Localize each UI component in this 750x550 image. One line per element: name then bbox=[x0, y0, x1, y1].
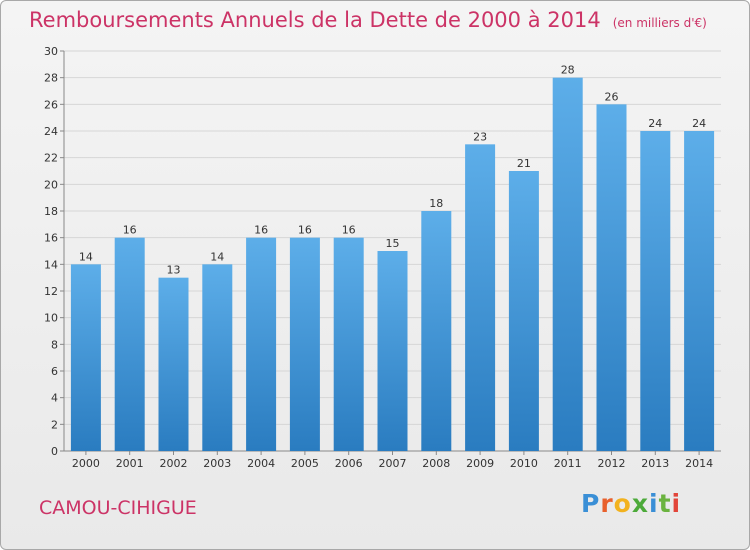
y-tick-label: 8 bbox=[51, 338, 58, 351]
chart-title-text: Remboursements Annuels de la Dette de 20… bbox=[29, 8, 601, 32]
bar-value-label: 28 bbox=[561, 64, 575, 77]
bar bbox=[465, 144, 496, 452]
bar bbox=[640, 131, 671, 451]
y-tick-label: 22 bbox=[44, 152, 58, 165]
logo-letter: t bbox=[658, 489, 672, 518]
bar-value-label: 24 bbox=[692, 117, 706, 130]
x-tick-label: 2009 bbox=[466, 457, 494, 470]
bar-value-label: 14 bbox=[79, 250, 93, 263]
x-tick-label: 2001 bbox=[116, 457, 144, 470]
bar-value-label: 21 bbox=[517, 157, 531, 170]
bar bbox=[202, 264, 233, 451]
y-tick-label: 2 bbox=[51, 418, 58, 431]
y-tick-label: 0 bbox=[51, 445, 58, 458]
bar-value-label: 24 bbox=[648, 117, 662, 130]
chart-title: Remboursements Annuels de la Dette de 20… bbox=[29, 8, 707, 32]
bars bbox=[70, 77, 715, 452]
bar bbox=[246, 237, 277, 451]
bar-value-label: 16 bbox=[123, 224, 137, 237]
proxiti-logo: Proxiti bbox=[581, 489, 681, 518]
bar-value-label: 13 bbox=[167, 264, 181, 277]
bar-value-label: 18 bbox=[429, 197, 443, 210]
x-tick-label: 2007 bbox=[379, 457, 407, 470]
bar bbox=[333, 237, 364, 451]
bar-value-label: 23 bbox=[473, 130, 487, 143]
x-tick-label: 2000 bbox=[72, 457, 100, 470]
bar-value-label: 16 bbox=[298, 224, 312, 237]
y-tick-label: 16 bbox=[44, 232, 58, 245]
bar-value-label: 14 bbox=[210, 250, 224, 263]
y-tick-label: 12 bbox=[44, 285, 58, 298]
bar bbox=[377, 251, 408, 451]
commune-name: CAMOU-CIHIGUE bbox=[39, 497, 197, 519]
x-tick-label: 2012 bbox=[598, 457, 626, 470]
y-tick-label: 30 bbox=[44, 45, 58, 58]
bar bbox=[508, 171, 539, 451]
bar bbox=[70, 264, 101, 451]
y-tick-label: 10 bbox=[44, 312, 58, 325]
labels: 0246810121416182022242628301420001620011… bbox=[44, 45, 713, 470]
x-tick-label: 2006 bbox=[335, 457, 363, 470]
logo-letter: r bbox=[600, 489, 614, 518]
bar-value-label: 26 bbox=[605, 90, 619, 103]
logo-letter: P bbox=[581, 489, 601, 518]
bar bbox=[421, 211, 452, 451]
x-tick-label: 2010 bbox=[510, 457, 538, 470]
bar-value-label: 16 bbox=[342, 224, 356, 237]
y-tick-label: 6 bbox=[51, 365, 58, 378]
x-tick-label: 2003 bbox=[203, 457, 231, 470]
bar bbox=[596, 104, 627, 451]
x-tick-label: 2014 bbox=[685, 457, 713, 470]
y-tick-label: 28 bbox=[44, 72, 58, 85]
bar-value-label: 16 bbox=[254, 224, 268, 237]
x-tick-label: 2013 bbox=[641, 457, 669, 470]
logo-letter: i bbox=[671, 489, 682, 518]
chart-title-unit: (en milliers d'€) bbox=[612, 16, 707, 30]
y-tick-label: 14 bbox=[44, 258, 58, 271]
logo-letter: o bbox=[613, 489, 632, 518]
x-tick-label: 2005 bbox=[291, 457, 319, 470]
y-tick-label: 18 bbox=[44, 205, 58, 218]
x-tick-label: 2011 bbox=[554, 457, 582, 470]
y-tick-label: 4 bbox=[51, 392, 58, 405]
y-tick-label: 20 bbox=[44, 178, 58, 191]
y-tick-label: 24 bbox=[44, 125, 58, 138]
bar bbox=[158, 277, 189, 451]
bar bbox=[684, 131, 715, 451]
logo-letter: i bbox=[649, 489, 659, 518]
bar bbox=[114, 237, 145, 451]
x-tick-label: 2004 bbox=[247, 457, 275, 470]
logo-letter: x bbox=[631, 489, 649, 518]
bar-value-label: 15 bbox=[386, 237, 400, 250]
x-tick-label: 2002 bbox=[160, 457, 188, 470]
x-tick-label: 2008 bbox=[422, 457, 450, 470]
bar bbox=[289, 237, 320, 451]
bar bbox=[552, 77, 583, 452]
y-tick-label: 26 bbox=[44, 98, 58, 111]
